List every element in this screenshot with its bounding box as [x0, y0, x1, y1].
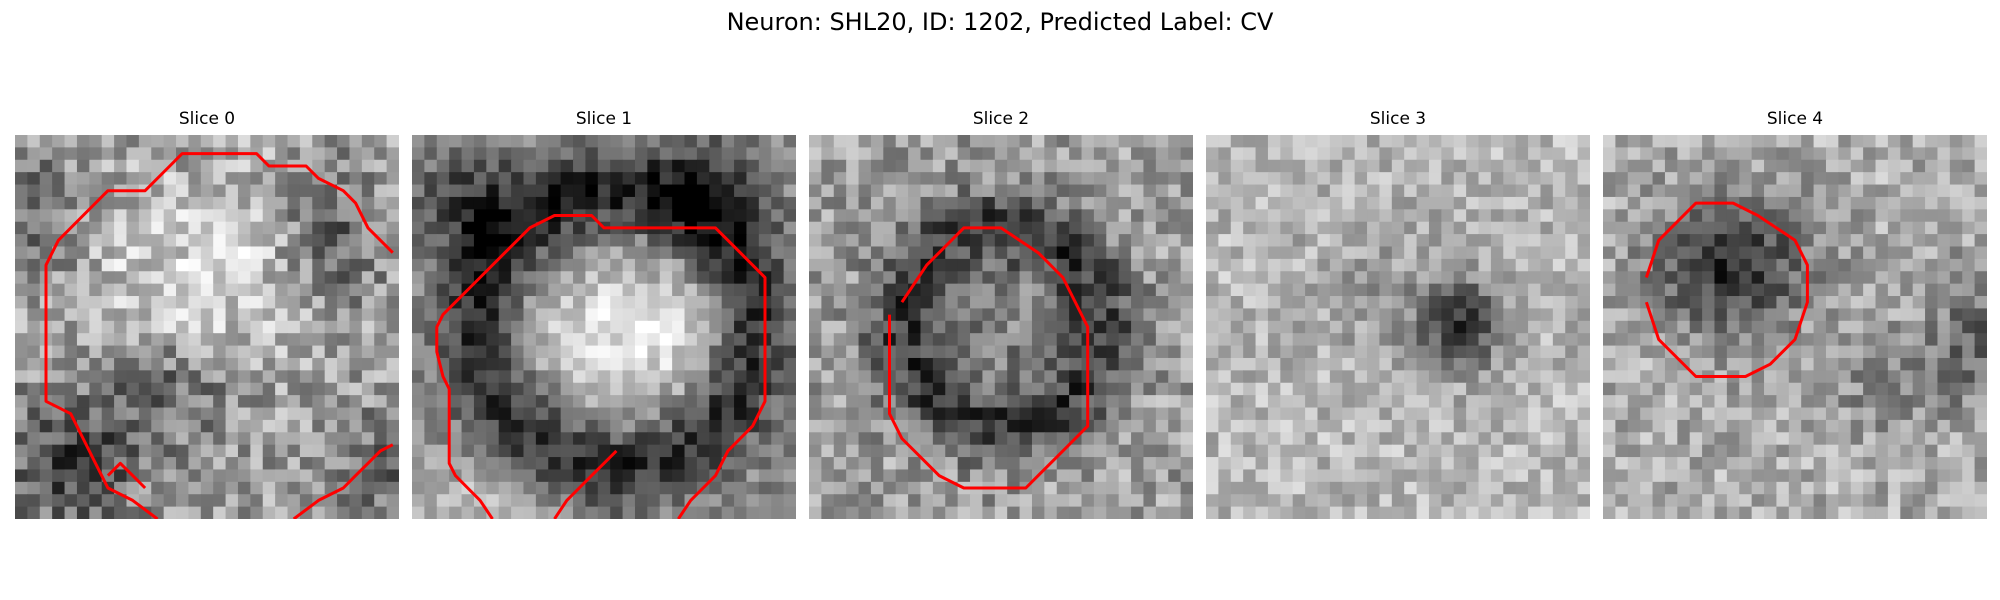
- panel-slice-3: Slice 3: [1206, 108, 1590, 519]
- figure-title: Neuron: SHL20, ID: 1202, Predicted Label…: [726, 8, 1274, 36]
- segmentation-contour: [888, 226, 1090, 490]
- segmentation-contour: [435, 214, 767, 519]
- panel-title: Slice 4: [1766, 109, 1824, 129]
- segmentation-contour: [1644, 201, 1809, 378]
- segmentation-contour-segment: [553, 449, 618, 519]
- panel-slice-0: Slice 0: [15, 108, 399, 519]
- panel-title: Slice 3: [1369, 109, 1427, 129]
- segmentation-contour: [44, 152, 394, 519]
- panel-slice-2: Slice 2: [809, 108, 1193, 519]
- slice-image-1: [412, 135, 796, 519]
- panel-title: Slice 2: [972, 109, 1030, 129]
- slice-image-0: [15, 135, 399, 519]
- segmentation-contour-segment: [292, 443, 394, 519]
- segmentation-contour-segment: [106, 461, 147, 490]
- panel-slice-4: Slice 4: [1603, 108, 1987, 519]
- slice-image-2: [809, 135, 1193, 519]
- slice-image-4: [1603, 135, 1987, 519]
- panel-slice-1: Slice 1: [412, 108, 796, 519]
- slice-image-3: [1206, 135, 1590, 519]
- panel-title: Slice 0: [178, 109, 236, 129]
- panel-title: Slice 1: [575, 109, 633, 129]
